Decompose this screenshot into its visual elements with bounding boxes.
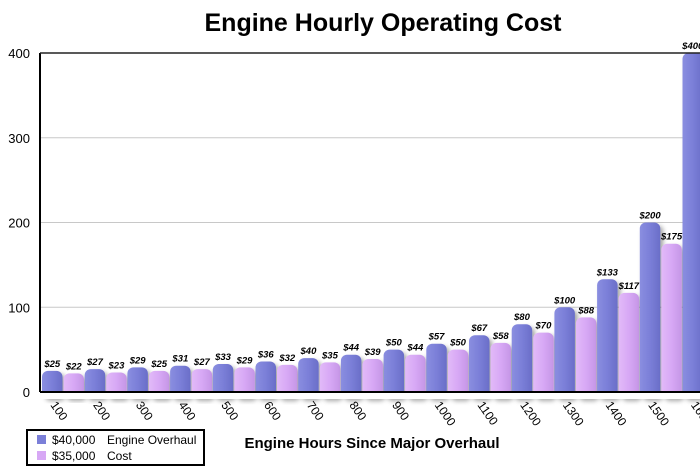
chart-title: Engine Hourly Operating Cost (205, 9, 563, 37)
data-label: $23 (108, 361, 126, 372)
bar-2 (405, 354, 426, 398)
x-tick-label: 100 (48, 399, 71, 424)
y-tick-label: 0 (23, 385, 30, 400)
x-tick-label: 1400 (603, 399, 630, 429)
data-label: $44 (342, 343, 360, 354)
x-tick-label: 500 (218, 399, 241, 424)
x-tick-label: 900 (389, 399, 412, 424)
bar-1 (639, 222, 661, 398)
data-label: $39 (364, 347, 382, 358)
data-label: $22 (65, 361, 83, 372)
y-tick-label: 300 (8, 131, 30, 146)
data-label: $25 (43, 359, 61, 370)
data-label: $35 (321, 350, 339, 361)
x-tick-label: 1100 (475, 399, 501, 428)
x-tick-label: 1200 (517, 399, 544, 429)
bar-2 (533, 332, 554, 398)
data-label: $29 (236, 355, 254, 366)
data-label: $27 (86, 357, 104, 368)
x-tick-label: 300 (133, 399, 156, 424)
x-tick-label: 1300 (560, 399, 587, 429)
x-tick-label: 1500 (645, 399, 672, 429)
legend-caption-1: Engine Overhaul (107, 433, 196, 447)
data-label: $58 (492, 331, 510, 342)
y-tick-label: 100 (8, 300, 30, 315)
bar-2 (191, 369, 213, 398)
data-label: $27 (193, 357, 211, 368)
legend-caption-2: Cost (107, 449, 132, 463)
x-tick-label: 1000 (432, 399, 459, 429)
bar-1 (127, 367, 148, 398)
data-label: $40 (300, 346, 318, 357)
y-tick-label: 400 (8, 46, 30, 61)
data-label: $88 (577, 305, 595, 316)
data-label: $80 (513, 312, 531, 323)
bar-1 (469, 335, 490, 398)
legend-swatch-1 (37, 435, 46, 444)
data-label: $200 (638, 211, 661, 222)
bar-1 (170, 365, 191, 398)
data-label: $57 (428, 332, 446, 343)
legend-series-1: $40,000 (52, 433, 96, 447)
bar-1 (426, 343, 447, 398)
data-label: $400 (681, 41, 700, 52)
legend-box (26, 429, 205, 466)
x-tick-label: 1600 (688, 399, 700, 429)
axis-mask (41, 393, 700, 399)
data-label: $36 (257, 349, 275, 360)
data-label: $117 (618, 281, 640, 292)
data-label: $175 (660, 232, 683, 243)
bar-2 (234, 367, 255, 398)
x-axis: 100 200 300 400 500 600 700 800 900 1000 1100 1200 1… (48, 399, 700, 429)
data-label: $31 (171, 354, 188, 365)
data-label: $67 (470, 323, 488, 334)
x-tick-label: 200 (90, 399, 113, 424)
bar-1 (84, 369, 106, 398)
bar-2 (618, 292, 640, 398)
bar-1 (682, 53, 700, 398)
data-label: $32 (278, 353, 296, 364)
bar-1 (298, 358, 319, 398)
data-label: $100 (553, 295, 576, 306)
x-axis-title: Engine Hours Since Major Overhaul (244, 435, 499, 452)
legend-swatch-2 (37, 451, 46, 460)
bar-2 (661, 243, 682, 398)
x-tick-label: 400 (176, 399, 199, 424)
bars: $25 $22 $27 $23 $29 $25 $31 $27 $33 $29$36 $32$40 $… (41, 41, 700, 399)
bar-2 (277, 364, 298, 398)
bar-2 (447, 349, 469, 398)
x-tick-label: 600 (261, 399, 284, 424)
data-label: $33 (214, 352, 232, 363)
bar-2 (362, 358, 383, 398)
bar-1 (340, 354, 362, 398)
legend-series-2: $35,000 (52, 449, 96, 463)
data-label: $133 (596, 267, 619, 278)
data-label: $50 (449, 338, 467, 349)
bar-1 (597, 279, 618, 398)
bar-1 (383, 349, 405, 398)
data-label: $25 (150, 359, 168, 370)
bar-2 (575, 317, 597, 398)
data-label: $29 (129, 355, 147, 366)
bar-1 (511, 324, 533, 398)
x-tick-label: 700 (304, 399, 327, 424)
gridlines (40, 137, 700, 308)
bar-1 (255, 361, 276, 398)
data-label: $50 (385, 338, 403, 349)
legend: $40,000 $35,000 Engine Overhaul Cost (26, 429, 205, 466)
data-label: $44 (406, 343, 424, 354)
y-axis: 0 100 200 300 400 (8, 46, 30, 400)
y-tick-label: 200 (8, 216, 30, 231)
x-tick-label: 800 (346, 399, 369, 424)
bar-2 (490, 342, 511, 398)
data-label: $70 (535, 321, 553, 332)
bar-1 (212, 364, 234, 398)
bar-2 (319, 362, 341, 398)
bar-1 (554, 307, 575, 398)
